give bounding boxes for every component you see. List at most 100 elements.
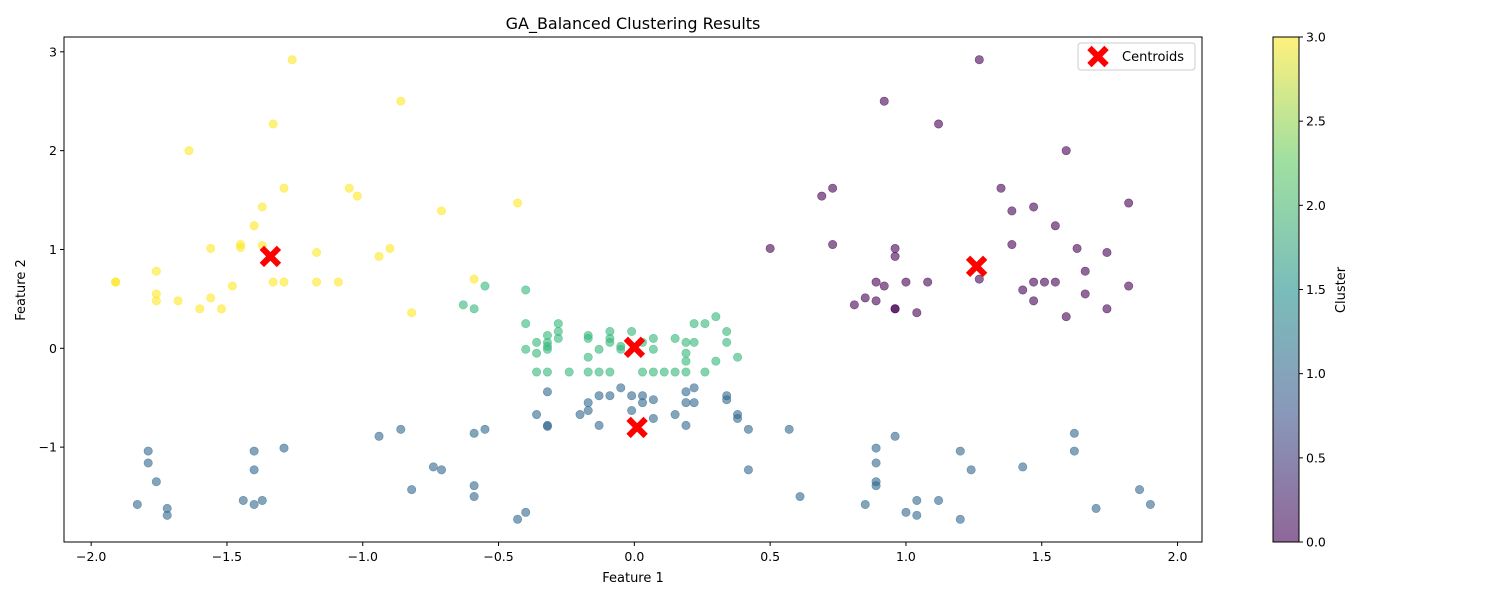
scatter-point-cluster-2	[627, 327, 637, 337]
y-axis-label: Feature 2	[14, 259, 29, 321]
scatter-point-cluster-1	[1091, 503, 1101, 513]
scatter-point-cluster-3	[344, 183, 354, 193]
scatter-point-cluster-1	[638, 398, 648, 408]
x-tick-label: 2.0	[1168, 549, 1188, 564]
scatter-point-cluster-3	[184, 146, 194, 156]
scatter-point-cluster-1	[257, 495, 267, 505]
scatter-point-cluster-1	[681, 387, 691, 397]
scatter-point-cluster-0	[1061, 146, 1071, 156]
scatter-point-cluster-0	[901, 277, 911, 287]
scatter-point-cluster-3	[227, 281, 237, 291]
x-tick-label: −0.5	[483, 549, 513, 564]
scatter-point-cluster-1	[1135, 485, 1145, 495]
x-tick-label: −1.5	[212, 549, 242, 564]
scatter-point-cluster-0	[1007, 206, 1017, 216]
scatter-point-cluster-0	[1029, 277, 1039, 287]
scatter-point-cluster-1	[249, 446, 259, 456]
scatter-point-cluster-1	[575, 410, 585, 420]
legend-centroid-marker	[1087, 45, 1109, 68]
scatter-point-cluster-1	[437, 465, 447, 475]
scatter-point-cluster-2	[648, 333, 658, 343]
scatter-point-cluster-0	[879, 281, 889, 291]
scatter-point-cluster-2	[594, 344, 604, 354]
scatter-point-cluster-2	[583, 352, 593, 362]
scatter-point-cluster-2	[722, 337, 732, 347]
scatter-point-cluster-1	[583, 398, 593, 408]
scatter-point-cluster-1	[871, 481, 881, 491]
scatter-point-cluster-2	[681, 348, 691, 358]
scatter-point-cluster-0	[879, 96, 889, 106]
scatter-point-cluster-1	[648, 413, 658, 423]
y-tick-label: 1	[49, 242, 57, 257]
scatter-point-cluster-1	[1145, 499, 1155, 509]
scatter-point-cluster-2	[711, 312, 721, 322]
scatter-point-cluster-1	[513, 514, 523, 524]
plot-area	[63, 36, 1203, 543]
scatter-point-cluster-0	[1039, 277, 1049, 287]
scatter-point-cluster-0	[1029, 296, 1039, 306]
scatter-point-cluster-3	[279, 183, 289, 193]
scatter-point-cluster-1	[901, 507, 911, 517]
scatter-point-cluster-0	[1061, 312, 1071, 322]
scatter-point-cluster-1	[733, 413, 743, 423]
scatter-point-cluster-1	[428, 462, 438, 472]
scatter-point-cluster-0	[765, 243, 775, 253]
scatter-point-cluster-2	[542, 367, 552, 377]
scatter-point-cluster-1	[143, 458, 153, 468]
scatter-point-cluster-1	[469, 481, 479, 491]
scatter-point-cluster-3	[268, 277, 278, 287]
scatter-point-cluster-1	[681, 420, 691, 430]
scatter-point-cluster-1	[249, 499, 259, 509]
scatter-point-cluster-3	[407, 308, 417, 318]
x-tick-label: 1.5	[1032, 549, 1052, 564]
scatter-point-cluster-0	[1124, 198, 1134, 208]
scatter-point-cluster-3	[217, 304, 227, 314]
scatter-point-cluster-3	[206, 293, 216, 303]
scatter-point-cluster-1	[871, 458, 881, 468]
scatter-point-cluster-3	[173, 296, 183, 306]
scatter-point-cluster-2	[638, 367, 648, 377]
scatter-point-cluster-1	[955, 514, 965, 524]
scatter-point-cluster-0	[1050, 221, 1060, 231]
y-tick-label: 0	[49, 341, 57, 356]
y-tick-label: −1	[39, 440, 57, 455]
y-tick-label: 3	[49, 44, 57, 59]
scatter-point-cluster-0	[1018, 285, 1028, 295]
scatter-point-cluster-2	[648, 367, 658, 377]
scatter-point-cluster-2	[659, 367, 669, 377]
x-axis-label: Feature 1	[602, 571, 664, 586]
scatter-point-cluster-3	[437, 206, 447, 216]
scatter-point-cluster-0	[871, 296, 881, 306]
centroid-markers	[259, 245, 988, 439]
scatter-point-cluster-2	[594, 367, 604, 377]
scatter-point-cluster-0	[890, 243, 900, 253]
scatter-point-cluster-3	[287, 55, 297, 65]
scatter-point-cluster-1	[871, 443, 881, 453]
y-axis: −1 0 1 2 3	[39, 44, 64, 455]
scatter-point-cluster-1	[469, 492, 479, 502]
scatter-point-cluster-0	[890, 304, 900, 314]
scatter-point-cluster-0	[1007, 240, 1017, 250]
scatter-point-cluster-3	[312, 277, 322, 287]
scatter-point-cluster-1	[681, 398, 691, 408]
scatter-point-cluster-2	[521, 285, 531, 295]
scatter-point-cluster-3	[111, 277, 121, 287]
scatter-point-cluster-0	[828, 183, 838, 193]
scatter-point-cluster-1	[143, 446, 153, 456]
scatter-point-cluster-0	[974, 55, 984, 65]
scatter-point-cluster-1	[279, 443, 289, 453]
scatter-point-cluster-0	[912, 308, 922, 318]
scatter-point-cluster-2	[469, 304, 479, 314]
scatter-point-cluster-0	[871, 277, 881, 287]
scatter-point-cluster-2	[681, 356, 691, 366]
scatter-point-cluster-0	[1080, 289, 1090, 299]
colorbar-label: Cluster	[1334, 266, 1349, 313]
scatter-point-cluster-2	[700, 367, 710, 377]
scatter-point-cluster-2	[553, 333, 563, 343]
scatter-point-cluster-0	[860, 293, 870, 303]
scatter-point-cluster-1	[722, 395, 732, 405]
scatter-point-cluster-1	[594, 420, 604, 430]
scatter-point-cluster-2	[532, 348, 542, 358]
scatter-point-cluster-3	[151, 296, 161, 306]
scatter-point-cluster-0	[974, 274, 984, 284]
